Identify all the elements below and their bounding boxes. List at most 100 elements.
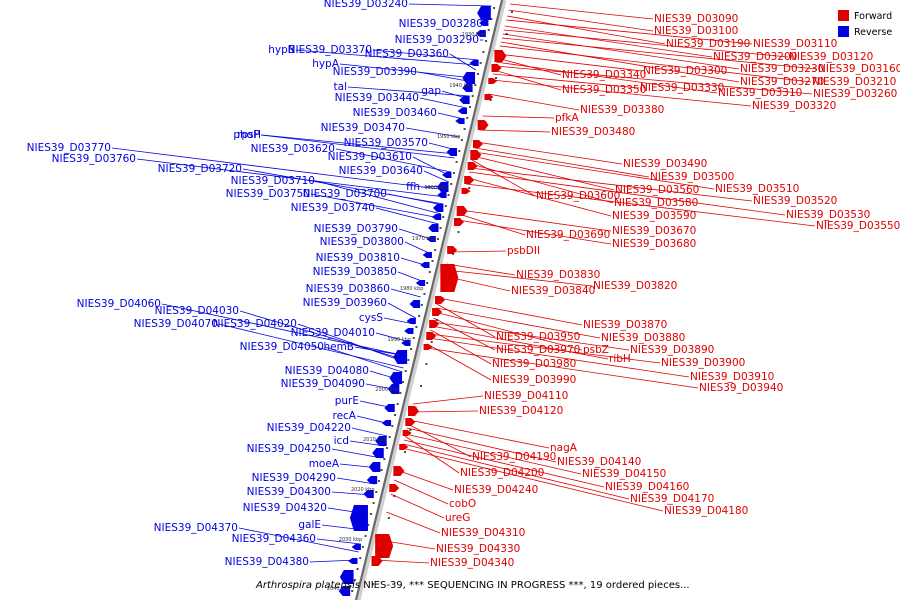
gene-label[interactable]: moeA	[309, 458, 340, 470]
gene-label[interactable]: NIES39_D04120	[479, 405, 563, 417]
gene-label[interactable]: NIES39_D03840	[511, 285, 595, 297]
gene-label[interactable]: NIES39_D03440	[335, 92, 419, 104]
gene-label[interactable]: NIES39_D04370	[154, 522, 238, 534]
gene-label[interactable]: NIES39_D03560	[615, 184, 699, 196]
gene-label[interactable]: recA	[332, 410, 356, 422]
gene-label[interactable]: NIES39_D03480	[551, 126, 635, 138]
gene-label[interactable]: NIES39_D04150	[582, 468, 666, 480]
gene-label[interactable]: NIES39_D04360	[232, 533, 316, 545]
gene-label[interactable]: NIES39_D03090	[654, 13, 738, 25]
gene-label[interactable]: NIES39_D03850	[313, 266, 397, 278]
gene-label[interactable]: NIES39_D03350	[562, 84, 646, 96]
gene-label[interactable]: NIES39_D03320	[752, 100, 836, 112]
gene-label[interactable]: ureG	[445, 512, 470, 524]
gene-label[interactable]: hemB	[323, 341, 354, 353]
gene-label[interactable]: NIES39_D03340	[562, 69, 646, 81]
gene-label[interactable]: NIES39_D03570	[344, 137, 428, 149]
gene-label[interactable]: NIES39_D04200	[460, 467, 544, 479]
gene-label[interactable]: NIES39_D03670	[612, 225, 696, 237]
gene-label[interactable]: NIES39_D03280	[399, 18, 483, 30]
gene-label[interactable]: NIES39_D03550	[816, 220, 900, 232]
gene-label[interactable]: NIES39_D03580	[614, 197, 698, 209]
gene-label[interactable]: NIES39_D03680	[612, 238, 696, 250]
gene-label[interactable]: NIES39_D04310	[441, 527, 525, 539]
gene-label[interactable]: NIES39_D03640	[339, 165, 423, 177]
gene-label[interactable]: NIES39_D03500	[650, 171, 734, 183]
gene-label[interactable]: NIES39_D03230	[740, 63, 824, 75]
gene-label[interactable]: NIES39_D03810	[316, 252, 400, 264]
gene-label[interactable]: pfkA	[555, 112, 579, 124]
gene-label[interactable]: NIES39_D04160	[605, 481, 689, 493]
gene-label[interactable]: NIES39_D03240	[324, 0, 408, 10]
gene-label[interactable]: NIES39_D03880	[601, 332, 685, 344]
gene-label[interactable]: NIES39_D03390	[333, 66, 417, 78]
gene-label[interactable]: NIES39_D03910	[690, 371, 774, 383]
gene-label[interactable]: NIES39_D03790	[314, 223, 398, 235]
gene-label[interactable]: cobO	[449, 498, 476, 510]
gene-label[interactable]: NIES39_D03210	[812, 76, 896, 88]
gene-label[interactable]: gap	[421, 85, 441, 97]
gene-label[interactable]: galE	[298, 519, 321, 531]
gene-label[interactable]: NIES39_D03940	[699, 382, 783, 394]
gene-label[interactable]: NIES39_D03290	[395, 34, 479, 46]
gene-label[interactable]: NIES39_D03490	[623, 158, 707, 170]
gene-label[interactable]: NIES39_D03330	[640, 82, 724, 94]
gene-label[interactable]: NIES39_D03960	[303, 297, 387, 309]
gene-label[interactable]: NIES39_D04070	[134, 318, 218, 330]
gene-label[interactable]: NIES39_D04030	[155, 305, 239, 317]
gene-label[interactable]: NIES39_D03770	[27, 142, 111, 154]
gene-label[interactable]: NIES39_D03870	[583, 319, 667, 331]
gene-label[interactable]: NIES39_D03360	[365, 48, 449, 60]
gene-label[interactable]: NIES39_D04170	[630, 493, 714, 505]
gene-label[interactable]: NIES39_D04220	[267, 422, 351, 434]
gene-label[interactable]: NIES39_D04320	[243, 502, 327, 514]
gene-label[interactable]: rpsP	[237, 129, 260, 141]
gene-label[interactable]: NIES39_D03530	[786, 209, 870, 221]
gene-label[interactable]: NIES39_D03950	[496, 331, 580, 343]
gene-label[interactable]: NIES39_D03190	[666, 38, 750, 50]
gene-label[interactable]: NIES39_D03970	[496, 344, 580, 356]
gene-label[interactable]: NIES39_D03620	[251, 143, 335, 155]
gene-label[interactable]: tal	[334, 81, 347, 93]
gene-label[interactable]: NIES39_D03520	[753, 195, 837, 207]
gene-label[interactable]: NIES39_D03590	[612, 210, 696, 222]
gene-label[interactable]: NIES39_D03310	[718, 87, 802, 99]
gene-label[interactable]: NIES39_D04010	[291, 327, 375, 339]
gene-label[interactable]: nagA	[550, 442, 578, 454]
gene-label[interactable]: NIES39_D03600	[536, 190, 620, 202]
gene-label[interactable]: NIES39_D04190	[472, 451, 556, 463]
gene-label[interactable]: ribH	[609, 353, 631, 365]
gene-label[interactable]: NIES39_D03980	[492, 358, 576, 370]
gene-label[interactable]: NIES39_D03690	[526, 229, 610, 241]
gene-label[interactable]: NIES39_D03860	[306, 283, 390, 295]
gene-label[interactable]: icd	[334, 435, 349, 447]
gene-label[interactable]: NIES39_D04090	[281, 378, 365, 390]
gene-label[interactable]: NIES39_D04300	[247, 486, 331, 498]
gene-label[interactable]: NIES39_D03380	[580, 104, 664, 116]
gene-label[interactable]: NIES39_D03900	[661, 357, 745, 369]
gene-label[interactable]: phoH	[233, 129, 261, 141]
gene-label[interactable]: NIES39_D03200	[713, 51, 797, 63]
gene-label[interactable]: NIES39_D03890	[630, 344, 714, 356]
gene-label[interactable]: NIES39_D04290	[252, 472, 336, 484]
gene-label[interactable]: NIES39_D03270	[740, 76, 824, 88]
gene-label[interactable]: NIES39_D03260	[813, 88, 897, 100]
gene-label[interactable]: NIES39_D03720	[158, 163, 242, 175]
gene-label[interactable]: NIES39_D04250	[247, 443, 331, 455]
gene-label[interactable]: ffh	[406, 181, 420, 193]
gene-label[interactable]: NIES39_D03800	[320, 236, 404, 248]
gene-label[interactable]: psbZ	[583, 344, 609, 356]
gene-label[interactable]: NIES39_D03740	[291, 202, 375, 214]
gene-label[interactable]: NIES39_D03300	[643, 65, 727, 77]
gene-label[interactable]: NIES39_D03120	[789, 51, 873, 63]
gene-label[interactable]: NIES39_D03610	[328, 151, 412, 163]
gene-label[interactable]: NIES39_D03510	[715, 183, 799, 195]
gene-label[interactable]: hypB	[268, 44, 295, 56]
gene-label[interactable]: NIES39_D04020	[213, 318, 297, 330]
gene-label[interactable]: NIES39_D04180	[664, 505, 748, 517]
gene-label[interactable]: NIES39_D03990	[492, 374, 576, 386]
gene-label[interactable]: psbDII	[507, 245, 540, 257]
gene-label[interactable]: NIES39_D04340	[430, 557, 514, 569]
gene-label[interactable]: NIES39_D04380	[225, 556, 309, 568]
gene-label[interactable]: NIES39_D03700	[303, 188, 387, 200]
